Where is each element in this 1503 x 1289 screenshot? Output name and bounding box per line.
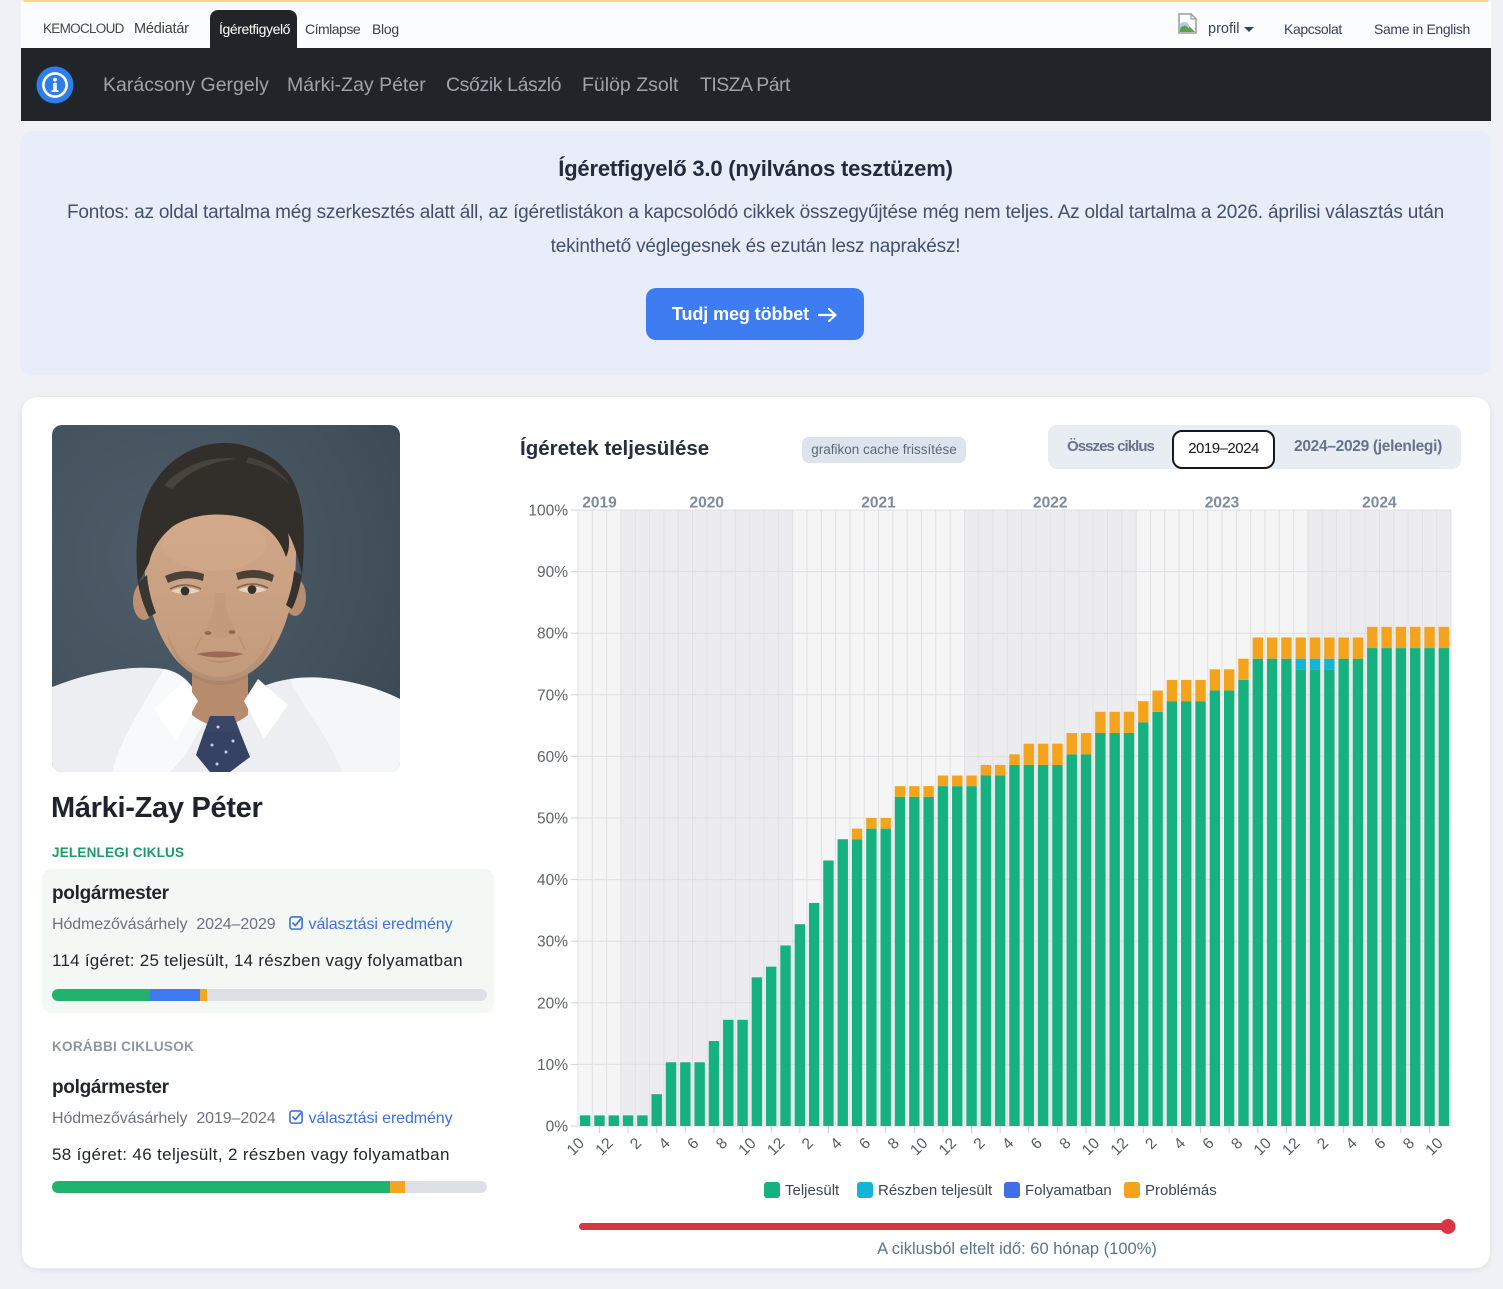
svg-text:60%: 60% — [537, 749, 568, 766]
svg-text:20%: 20% — [537, 995, 568, 1012]
svg-text:Folyamatban: Folyamatban — [1025, 1182, 1112, 1199]
svg-text:10: 10 — [736, 1135, 760, 1159]
svg-text:4: 4 — [1343, 1135, 1361, 1153]
svg-text:2: 2 — [627, 1135, 645, 1153]
svg-text:12: 12 — [1108, 1135, 1132, 1159]
svg-text:70%: 70% — [537, 687, 568, 704]
svg-text:2: 2 — [971, 1135, 989, 1153]
svg-text:8: 8 — [1400, 1135, 1418, 1153]
svg-text:100%: 100% — [528, 503, 568, 520]
svg-text:8: 8 — [885, 1135, 903, 1153]
svg-text:6: 6 — [856, 1135, 874, 1153]
svg-text:90%: 90% — [537, 564, 568, 581]
svg-text:6: 6 — [1371, 1135, 1389, 1153]
svg-text:4: 4 — [999, 1135, 1017, 1153]
svg-text:Problémás: Problémás — [1145, 1182, 1217, 1199]
svg-text:10: 10 — [1079, 1135, 1103, 1159]
svg-text:6: 6 — [1200, 1135, 1218, 1153]
svg-text:40%: 40% — [537, 872, 568, 889]
svg-text:12: 12 — [592, 1135, 616, 1159]
svg-text:10: 10 — [564, 1135, 588, 1159]
svg-text:4: 4 — [827, 1135, 845, 1153]
svg-text:12: 12 — [936, 1135, 960, 1159]
svg-text:A ciklusból eltelt idő: 60 hón: A ciklusból eltelt idő: 60 hónap (100%) — [877, 1240, 1157, 1258]
svg-text:2020: 2020 — [690, 495, 724, 512]
svg-text:8: 8 — [713, 1135, 731, 1153]
svg-text:6: 6 — [1028, 1135, 1046, 1153]
svg-text:80%: 80% — [537, 626, 568, 643]
svg-text:8: 8 — [1228, 1135, 1246, 1153]
svg-text:50%: 50% — [537, 811, 568, 828]
svg-text:4: 4 — [656, 1135, 674, 1153]
svg-text:Teljesült: Teljesült — [785, 1182, 840, 1199]
svg-text:2022: 2022 — [1033, 495, 1067, 512]
svg-text:10: 10 — [1251, 1135, 1275, 1159]
svg-text:10: 10 — [907, 1135, 931, 1159]
svg-text:Részben teljesült: Részben teljesült — [878, 1182, 993, 1199]
svg-text:2024: 2024 — [1362, 495, 1397, 512]
svg-text:2023: 2023 — [1205, 495, 1240, 512]
svg-text:2: 2 — [799, 1135, 817, 1153]
svg-text:2021: 2021 — [861, 495, 896, 512]
svg-text:10: 10 — [1422, 1135, 1446, 1159]
svg-text:12: 12 — [1279, 1135, 1303, 1159]
svg-text:30%: 30% — [537, 934, 568, 951]
svg-text:2019: 2019 — [582, 495, 617, 512]
svg-text:8: 8 — [1056, 1135, 1074, 1153]
svg-text:4: 4 — [1171, 1135, 1189, 1153]
svg-text:2: 2 — [1142, 1135, 1160, 1153]
svg-text:2: 2 — [1314, 1135, 1332, 1153]
svg-text:6: 6 — [684, 1135, 702, 1153]
svg-text:12: 12 — [764, 1135, 788, 1159]
svg-text:0%: 0% — [546, 1119, 569, 1136]
svg-text:10%: 10% — [537, 1057, 568, 1074]
